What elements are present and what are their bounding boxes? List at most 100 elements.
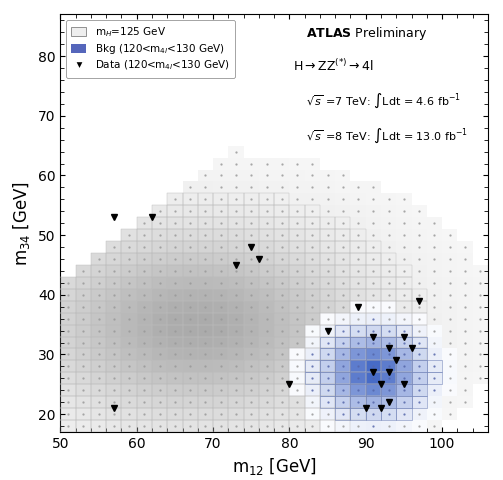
Bar	[213, 312, 228, 324]
Bar	[167, 360, 183, 372]
Bar	[213, 205, 228, 217]
Bar	[213, 169, 228, 181]
Bar	[198, 289, 213, 301]
Bar	[335, 205, 351, 217]
Bar	[106, 301, 121, 312]
Bar	[228, 372, 243, 384]
Bar	[152, 265, 167, 277]
Bar	[305, 253, 320, 265]
Bar	[351, 301, 366, 312]
Bar	[381, 277, 396, 289]
Bar	[213, 193, 228, 205]
Bar	[457, 265, 473, 277]
Bar	[152, 408, 167, 420]
Bar	[152, 336, 167, 348]
Bar	[167, 324, 183, 336]
Bar	[243, 408, 259, 420]
Bar	[320, 324, 335, 336]
Bar	[167, 241, 183, 253]
Bar	[320, 384, 335, 396]
Bar	[366, 229, 381, 241]
Bar	[75, 396, 91, 408]
Bar	[60, 348, 75, 360]
Bar	[121, 265, 137, 277]
Bar	[152, 420, 167, 432]
Bar	[442, 312, 457, 324]
Bar	[411, 384, 427, 396]
Bar	[381, 384, 396, 396]
Bar	[121, 384, 137, 396]
Bar	[243, 217, 259, 229]
Bar	[442, 336, 457, 348]
Bar	[198, 169, 213, 181]
Bar	[366, 360, 381, 372]
Bar	[305, 360, 320, 372]
Bar	[228, 324, 243, 336]
Bar	[411, 420, 427, 432]
Bar	[366, 348, 381, 360]
Bar	[228, 277, 243, 289]
Bar	[335, 360, 351, 372]
Bar	[335, 193, 351, 205]
Bar	[243, 205, 259, 217]
Bar	[228, 396, 243, 408]
Bar	[75, 384, 91, 396]
Y-axis label: m$_{34}$ [GeV]: m$_{34}$ [GeV]	[12, 180, 32, 266]
Bar	[396, 301, 411, 312]
Bar	[183, 372, 198, 384]
Bar	[91, 324, 106, 336]
Bar	[335, 181, 351, 193]
Bar	[305, 205, 320, 217]
Bar	[351, 348, 366, 360]
Bar	[411, 289, 427, 301]
Bar	[473, 277, 488, 289]
Bar	[473, 360, 488, 372]
Bar	[411, 217, 427, 229]
Bar	[335, 324, 351, 336]
Bar	[152, 348, 167, 360]
Bar	[366, 384, 381, 396]
Bar	[305, 312, 320, 324]
Bar	[106, 348, 121, 360]
Bar	[167, 372, 183, 384]
Bar	[152, 229, 167, 241]
Bar	[335, 420, 351, 432]
Bar	[198, 408, 213, 420]
Bar	[243, 372, 259, 384]
Bar	[137, 372, 152, 384]
Bar	[121, 336, 137, 348]
Bar	[396, 348, 411, 360]
Bar	[396, 372, 411, 384]
Bar	[411, 324, 427, 336]
Bar	[137, 301, 152, 312]
Bar	[259, 360, 274, 372]
Bar	[259, 253, 274, 265]
Bar	[457, 348, 473, 360]
Bar	[351, 217, 366, 229]
Bar	[137, 336, 152, 348]
Bar	[198, 348, 213, 360]
Bar	[137, 277, 152, 289]
Bar	[305, 348, 320, 360]
Bar	[213, 312, 228, 324]
Bar	[289, 312, 305, 324]
Bar	[183, 205, 198, 217]
Bar	[274, 348, 289, 360]
Bar	[305, 372, 320, 384]
Bar	[335, 312, 351, 324]
Bar	[167, 324, 183, 336]
Bar	[121, 396, 137, 408]
Bar	[411, 289, 427, 301]
Bar	[305, 241, 320, 253]
Bar	[137, 336, 152, 348]
Bar	[427, 336, 442, 348]
Bar	[121, 420, 137, 432]
Bar	[351, 324, 366, 336]
Bar	[289, 360, 305, 372]
X-axis label: m$_{12}$ [GeV]: m$_{12}$ [GeV]	[231, 456, 317, 478]
Text: H$\rightarrow$ZZ$^{(*)}$$\rightarrow$4l: H$\rightarrow$ZZ$^{(*)}$$\rightarrow$4l	[293, 58, 375, 74]
Bar	[137, 384, 152, 396]
Bar	[335, 420, 351, 432]
Bar	[213, 265, 228, 277]
Bar	[213, 372, 228, 384]
